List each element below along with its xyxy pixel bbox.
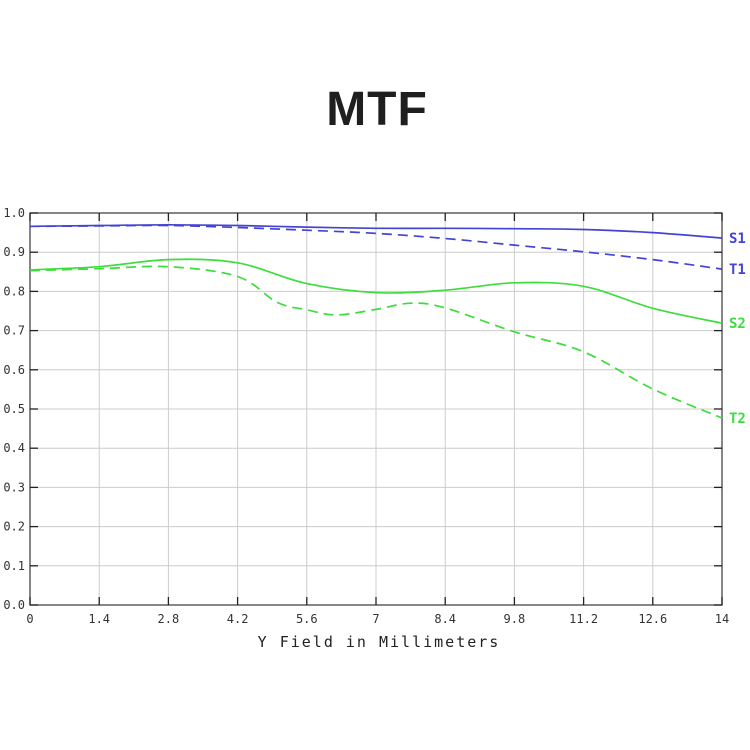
- x-axis-label: Y Field in Millimeters: [258, 633, 501, 651]
- series-curve-T1: [29, 224, 723, 270]
- y-tick-label: 0.7: [3, 324, 25, 338]
- series-label-S1: S1: [729, 231, 746, 247]
- x-tick-label: 9.8: [504, 612, 526, 626]
- y-tick-label: 0.4: [3, 441, 25, 455]
- y-tick-label: 0.5: [3, 402, 25, 416]
- x-tick-label: 1.4: [88, 612, 110, 626]
- series-curve-S2: [29, 258, 723, 325]
- y-tick-label: 0.3: [3, 480, 25, 494]
- x-tick-label: 8.4: [434, 612, 456, 626]
- y-tick-label: 0.8: [3, 284, 25, 298]
- x-tick-label: 11.2: [569, 612, 598, 626]
- y-tick-label: 0.6: [3, 363, 25, 377]
- chart-title: MTF: [326, 83, 428, 136]
- series-label-S2: S2: [729, 316, 746, 332]
- x-tick-label: 2.8: [158, 612, 180, 626]
- y-tick-label: 0.9: [3, 245, 25, 259]
- x-tick-label: 12.6: [638, 612, 667, 626]
- x-tick-label: 4.2: [227, 612, 249, 626]
- series-label-T2: T2: [729, 411, 746, 427]
- y-tick-label: 0.0: [3, 598, 25, 612]
- y-tick-label: 1.0: [3, 206, 25, 220]
- series-label-T1: T1: [729, 262, 746, 278]
- x-tick-label: 0: [26, 612, 33, 626]
- x-tick-label: 7: [372, 612, 379, 626]
- series-curve-T2: [29, 265, 723, 419]
- x-tick-label: 5.6: [296, 612, 318, 626]
- y-tick-label: 0.2: [3, 520, 25, 534]
- y-tick-label: 0.1: [3, 559, 25, 573]
- x-tick-label: 14: [715, 612, 729, 626]
